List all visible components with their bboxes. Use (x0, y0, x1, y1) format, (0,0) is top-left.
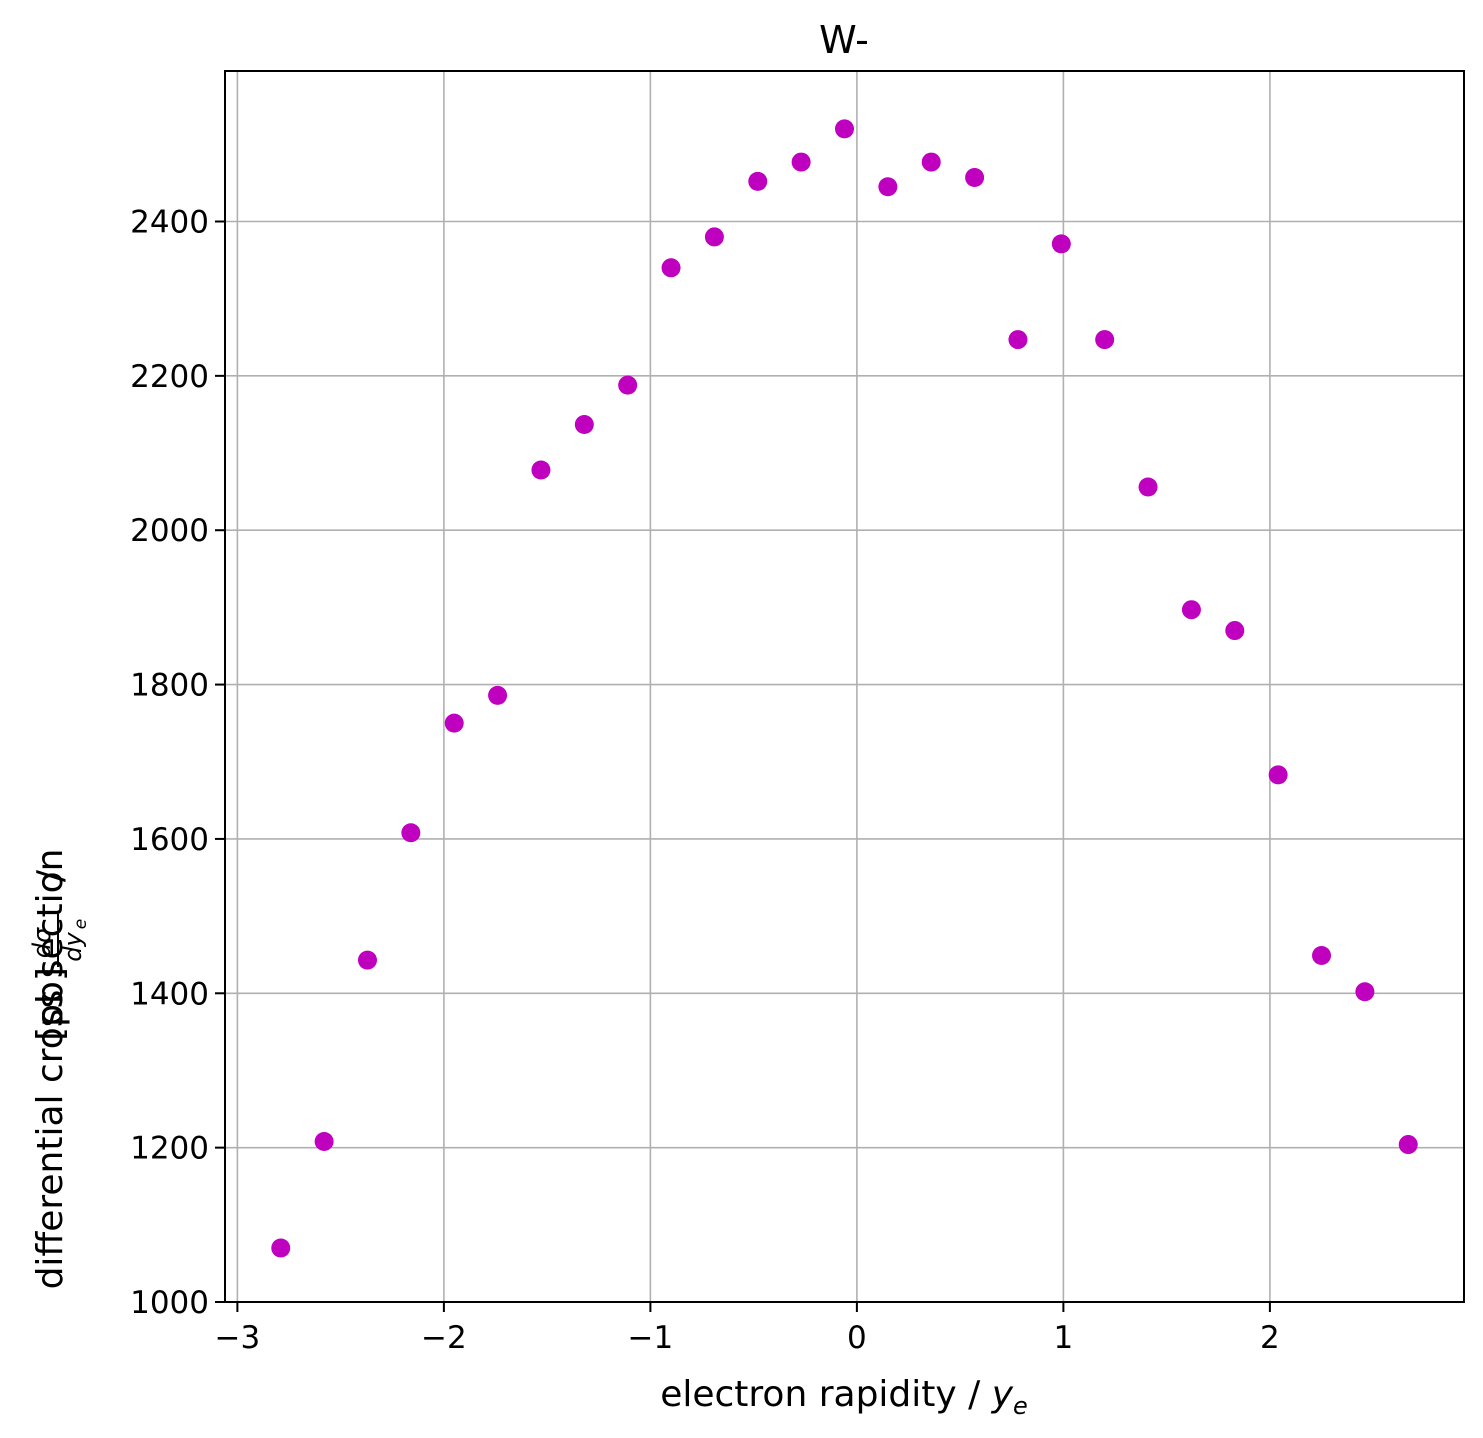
x-tick-label: 2 (1260, 1320, 1280, 1356)
data-point (878, 177, 898, 197)
y-tick-label: 2200 (130, 359, 209, 395)
y-tick-label: 1600 (130, 822, 209, 858)
data-point (1008, 330, 1028, 350)
x-tick-label: 0 (847, 1320, 867, 1356)
x-tick-label: 1 (1054, 1320, 1074, 1356)
x-axis-label-sub: e (1013, 1392, 1028, 1420)
grid-lines (225, 71, 1464, 1303)
y-axis-label-frac-sub: e (71, 919, 91, 929)
data-point (488, 685, 508, 705)
data-point (661, 258, 681, 278)
data-point (531, 460, 551, 480)
data-point (704, 227, 724, 247)
y-tick-label: 2400 (130, 204, 209, 240)
y-axis-label: differential cross section / dσ dy e [pb… (28, 849, 91, 1290)
data-point (965, 168, 985, 188)
data-point (1095, 330, 1115, 350)
axis-ticks: −3 −2 −1 0 1 2 1000 1200 1400 1600 1800 2000 2200 240… (130, 204, 1280, 1356)
data-point (271, 1238, 291, 1258)
data-point (618, 375, 638, 395)
x-tick-label: −1 (628, 1320, 674, 1356)
data-point (1181, 600, 1201, 620)
data-point (314, 1131, 334, 1151)
y-tick-label: 1400 (130, 976, 209, 1012)
x-axis-label-text: electron rapidity / (660, 1374, 992, 1415)
data-point (357, 950, 377, 970)
y-axis-label-frac-den: dy (59, 931, 87, 961)
data-points (271, 119, 1418, 1258)
data-point (1398, 1135, 1418, 1155)
x-axis-label: electron rapidity / ye (660, 1374, 1028, 1420)
y-axis-label-slash: / (30, 869, 71, 882)
data-point (1268, 765, 1288, 785)
data-point (1312, 945, 1332, 965)
x-tick-label: −3 (215, 1320, 261, 1356)
data-point (1138, 477, 1158, 497)
data-point (1355, 982, 1375, 1002)
data-point (1225, 621, 1245, 641)
x-axis-label-var: y (991, 1374, 1014, 1415)
plot-frame (224, 70, 1465, 1303)
data-point (574, 414, 594, 434)
data-point (791, 152, 811, 172)
y-axis-label-unit: [pb] (30, 967, 71, 1041)
y-tick-label: 1000 (130, 1285, 209, 1321)
data-point (921, 152, 941, 172)
x-tick-label: −2 (421, 1320, 467, 1356)
data-point (835, 119, 854, 139)
y-tick-label: 1800 (130, 668, 209, 704)
y-axis-label-frac-num: dσ (28, 927, 56, 958)
data-point (748, 171, 768, 191)
chart-title: W- (819, 18, 869, 62)
data-point (401, 823, 421, 843)
data-point (1051, 234, 1071, 254)
y-tick-label: 2000 (130, 513, 209, 549)
y-axis-label-text: differential cross section (30, 849, 71, 1290)
y-tick-label: 1200 (130, 1131, 209, 1167)
data-point (444, 713, 464, 733)
